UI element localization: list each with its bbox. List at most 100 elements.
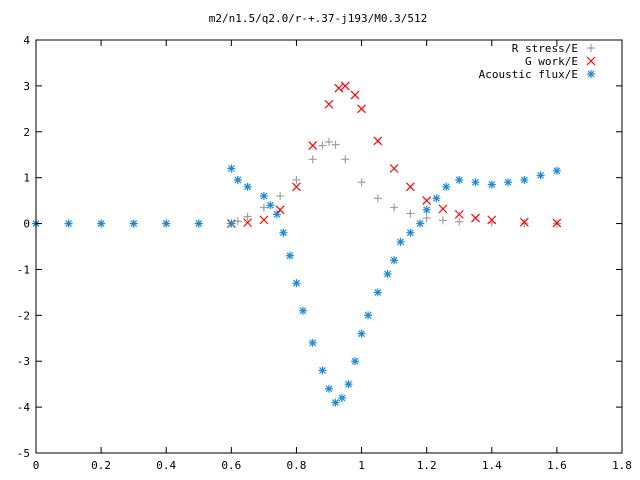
chart-marks bbox=[32, 81, 562, 407]
data-point bbox=[351, 357, 360, 366]
data-point bbox=[406, 228, 415, 237]
data-point bbox=[243, 212, 252, 221]
data-point bbox=[357, 104, 366, 114]
data-point bbox=[279, 228, 288, 237]
data-point bbox=[471, 178, 480, 187]
data-point bbox=[331, 140, 340, 149]
data-point bbox=[454, 209, 464, 219]
data-point bbox=[344, 380, 353, 389]
data-point bbox=[318, 141, 327, 150]
data-point bbox=[383, 270, 392, 279]
data-point bbox=[227, 219, 236, 228]
legend-label: R stress/E bbox=[512, 42, 578, 55]
data-point bbox=[422, 214, 431, 223]
data-point bbox=[422, 205, 431, 214]
data-point bbox=[487, 180, 496, 189]
data-point bbox=[308, 155, 317, 164]
y-tick-label: 2 bbox=[23, 126, 30, 139]
data-point bbox=[340, 81, 350, 91]
data-point bbox=[432, 194, 441, 203]
data-point bbox=[243, 218, 253, 228]
data-point bbox=[325, 384, 333, 393]
data-point bbox=[276, 192, 285, 201]
data-point bbox=[416, 219, 425, 228]
legend-marker bbox=[587, 70, 595, 78]
legend-label: Acoustic flux/E bbox=[479, 68, 578, 81]
data-point bbox=[227, 164, 236, 173]
data-point bbox=[520, 175, 529, 184]
data-point bbox=[390, 203, 399, 212]
data-point bbox=[438, 204, 448, 214]
x-tick-label: 1.4 bbox=[482, 459, 502, 472]
y-tick-label: -5 bbox=[17, 447, 30, 460]
data-point bbox=[272, 210, 281, 219]
data-point bbox=[292, 279, 301, 288]
x-tick-label: 0.2 bbox=[91, 459, 111, 472]
data-point bbox=[520, 219, 529, 228]
y-tick-label: -2 bbox=[17, 309, 30, 322]
x-tick-label: 0.8 bbox=[287, 459, 307, 472]
data-point bbox=[341, 155, 350, 164]
series-1 bbox=[32, 137, 561, 228]
y-tick-label: -3 bbox=[17, 355, 30, 368]
data-point bbox=[266, 201, 275, 210]
data-point bbox=[334, 83, 344, 93]
legend-marker bbox=[587, 44, 595, 52]
legend-label: G work/E bbox=[525, 55, 578, 68]
x-tick-label: 1 bbox=[358, 459, 365, 472]
data-point bbox=[364, 311, 373, 320]
data-point bbox=[357, 178, 366, 187]
y-tick-label: 0 bbox=[23, 218, 30, 231]
y-tick-label: -4 bbox=[17, 401, 31, 414]
y-tick-label: 3 bbox=[23, 80, 30, 93]
data-point bbox=[438, 216, 447, 225]
x-tick-label: 1.2 bbox=[417, 459, 437, 472]
data-point bbox=[396, 237, 405, 246]
data-point bbox=[405, 182, 415, 192]
y-tick-label: -1 bbox=[17, 263, 30, 276]
y-tick-label: 4 bbox=[23, 34, 30, 47]
data-point bbox=[292, 182, 301, 192]
data-point bbox=[318, 366, 327, 375]
data-point bbox=[233, 217, 242, 226]
data-point bbox=[373, 288, 382, 297]
axis-ticks: 0 0.2 0.4 0.6 0.8 1 1.2 1.4 1.6 1.8 4 3 2 1 0 -1 -2 -3 -4 -… bbox=[17, 34, 632, 472]
series-2 bbox=[226, 81, 562, 228]
data-point bbox=[350, 90, 360, 100]
data-point bbox=[298, 306, 307, 315]
data-point bbox=[308, 338, 317, 347]
data-point bbox=[259, 203, 268, 212]
data-point bbox=[471, 213, 480, 223]
data-point bbox=[552, 218, 562, 228]
data-point bbox=[504, 178, 513, 187]
data-point bbox=[129, 219, 138, 228]
data-point bbox=[373, 194, 382, 203]
y-tick-label: 1 bbox=[23, 172, 30, 185]
data-point bbox=[243, 182, 252, 191]
data-point bbox=[162, 219, 171, 228]
chart-title: m2/n1.5/q2.0/r-+.37-j193/M0.3/512 bbox=[209, 12, 428, 25]
data-point bbox=[97, 219, 106, 228]
x-tick-label: 0.4 bbox=[156, 459, 176, 472]
x-tick-label: 1.8 bbox=[612, 459, 632, 472]
x-tick-label: 0.6 bbox=[221, 459, 241, 472]
data-point bbox=[233, 175, 242, 184]
data-point bbox=[519, 217, 529, 227]
data-point bbox=[406, 209, 415, 218]
data-point bbox=[389, 164, 399, 173]
data-point bbox=[536, 171, 545, 180]
data-point bbox=[64, 219, 73, 228]
legend-marker bbox=[586, 56, 596, 66]
data-point bbox=[422, 196, 432, 206]
data-point bbox=[442, 182, 451, 191]
series-3 bbox=[32, 164, 561, 407]
data-point bbox=[455, 175, 464, 184]
data-point bbox=[357, 329, 366, 338]
data-point bbox=[292, 175, 301, 184]
data-point bbox=[455, 217, 464, 226]
data-point bbox=[324, 99, 334, 109]
data-point bbox=[308, 141, 318, 150]
data-point bbox=[552, 166, 561, 175]
